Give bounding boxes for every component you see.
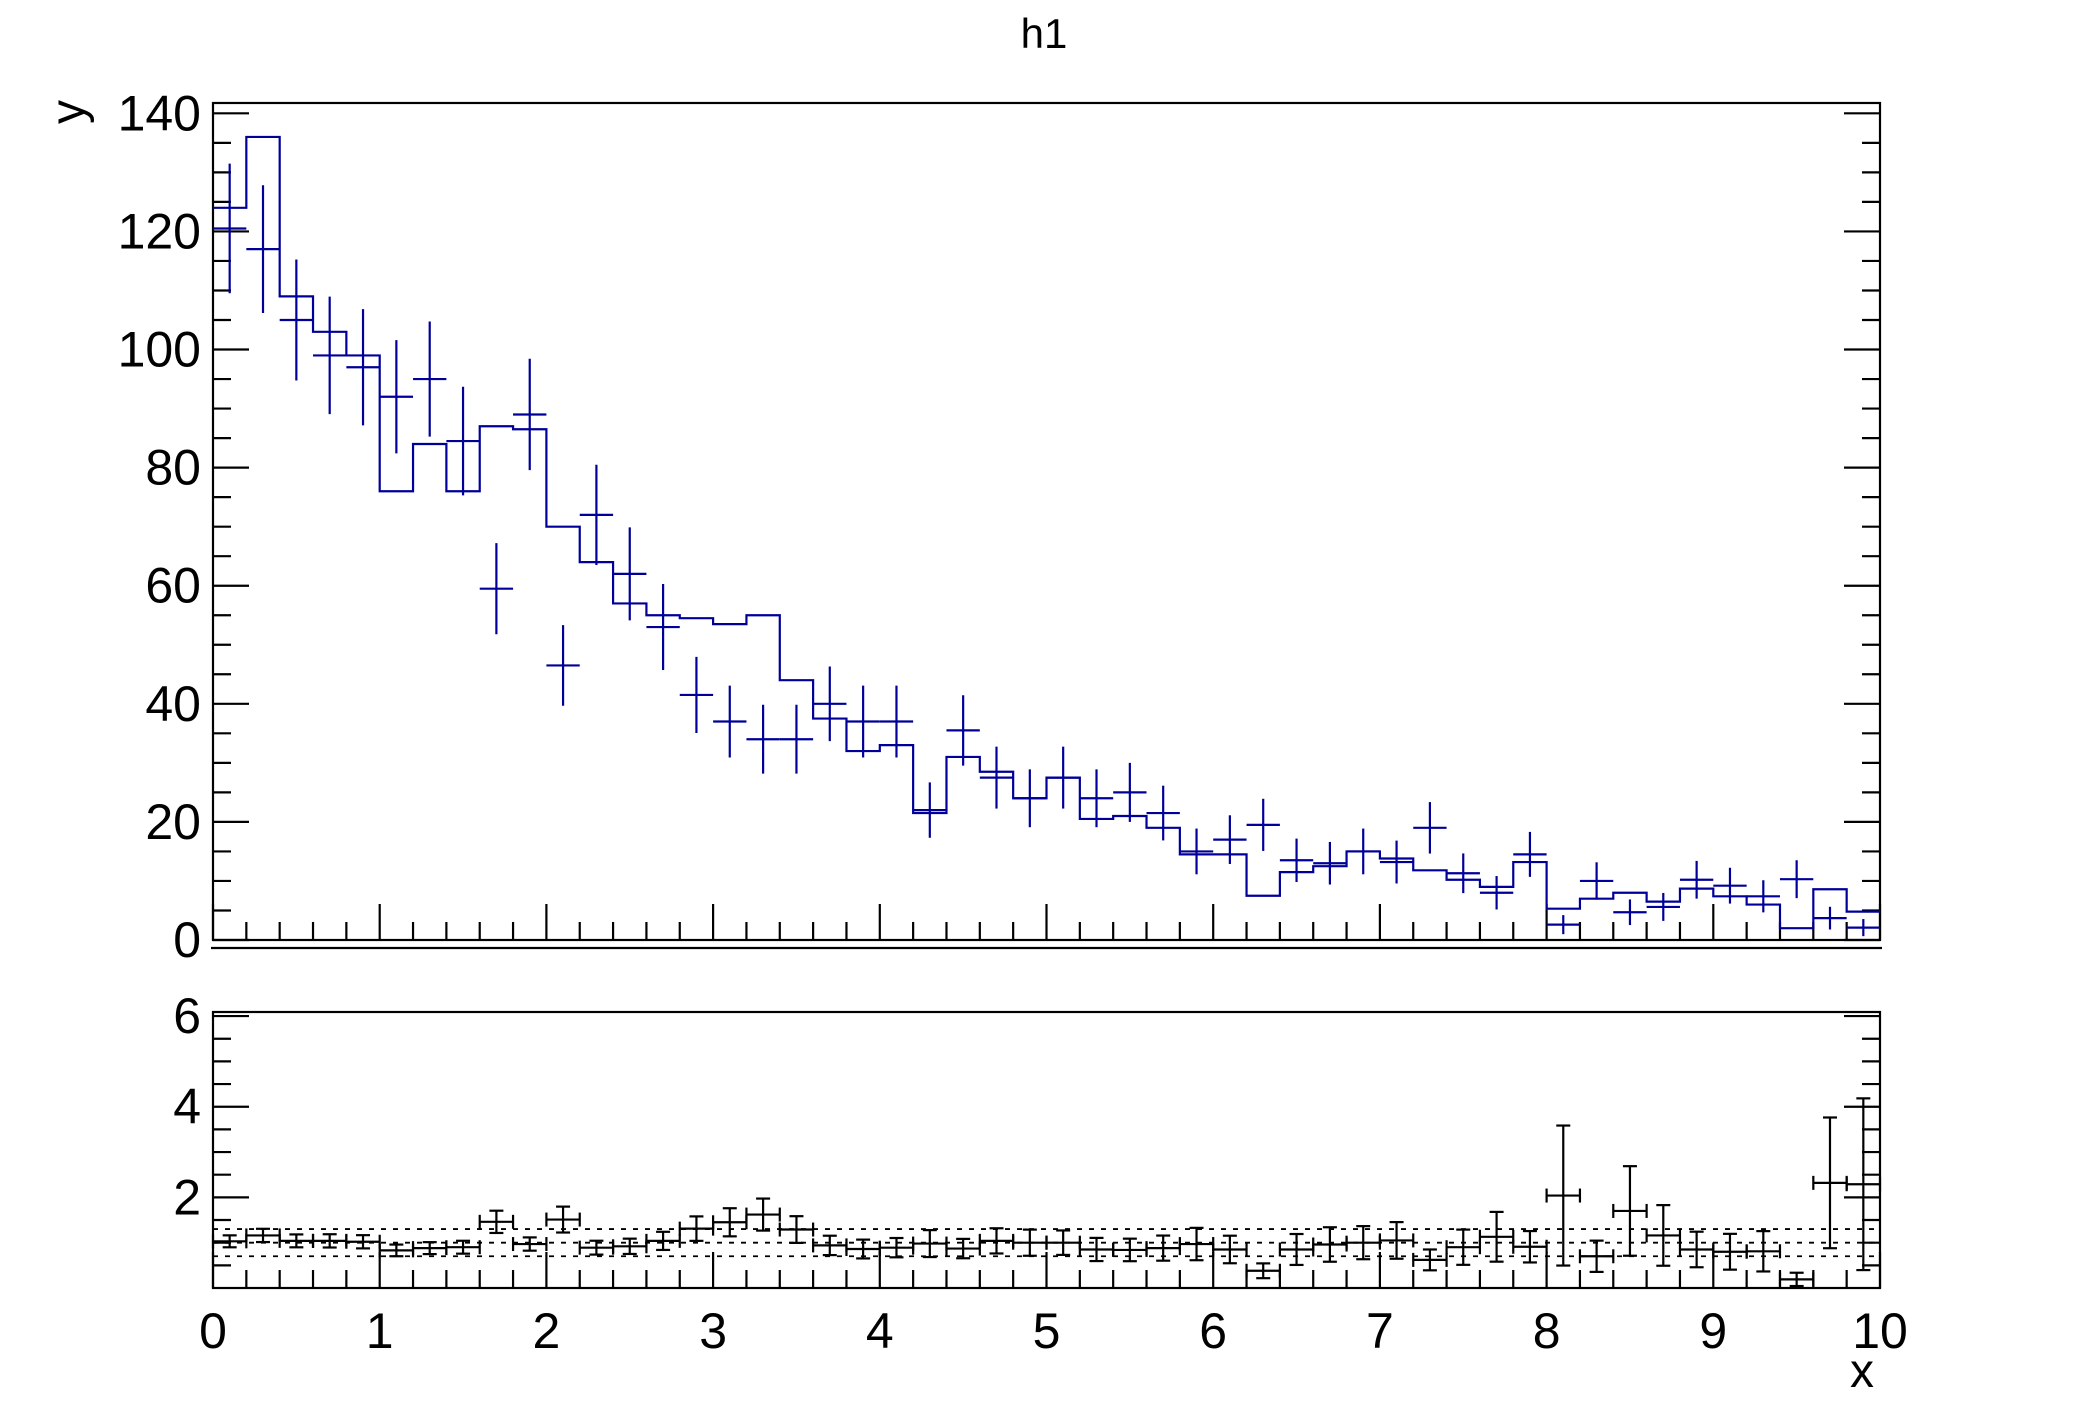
- x-tick-label: 10: [1852, 1303, 1908, 1359]
- x-tick-label: 3: [699, 1303, 727, 1359]
- x-tick-label: 5: [1033, 1303, 1061, 1359]
- x-tick-label: 0: [199, 1303, 227, 1359]
- ratio-y-tick-label: 6: [173, 988, 201, 1044]
- main-y-tick-label: 0: [173, 912, 201, 968]
- x-axis-title: x: [1850, 1345, 1874, 1398]
- main-y-tick-label: 100: [118, 322, 201, 378]
- h1-step-line: [213, 135, 1880, 930]
- main-y-tick-label: 60: [145, 558, 201, 614]
- ratio-y-tick-label: 4: [173, 1079, 201, 1135]
- x-tick-label: 9: [1699, 1303, 1727, 1359]
- main-y-tick-label: 20: [145, 794, 201, 850]
- ratio-y-tick-label: 2: [173, 1169, 201, 1225]
- main-plot-frame: [211, 101, 1882, 942]
- x-tick-label: 2: [532, 1303, 560, 1359]
- x-tick-label: 7: [1366, 1303, 1394, 1359]
- x-tick-label: 6: [1199, 1303, 1227, 1359]
- main-y-tick-label: 80: [145, 440, 201, 496]
- main-y-tick-label: 120: [118, 203, 201, 259]
- x-tick-label: 4: [866, 1303, 894, 1359]
- x-tick-label: 1: [366, 1303, 394, 1359]
- main-y-tick-label: 140: [118, 85, 201, 141]
- main-y-tick-label: 40: [145, 676, 201, 732]
- plot-title: h1: [1020, 10, 1068, 57]
- y-axis-title: y: [41, 100, 95, 124]
- x-tick-label: 8: [1533, 1303, 1561, 1359]
